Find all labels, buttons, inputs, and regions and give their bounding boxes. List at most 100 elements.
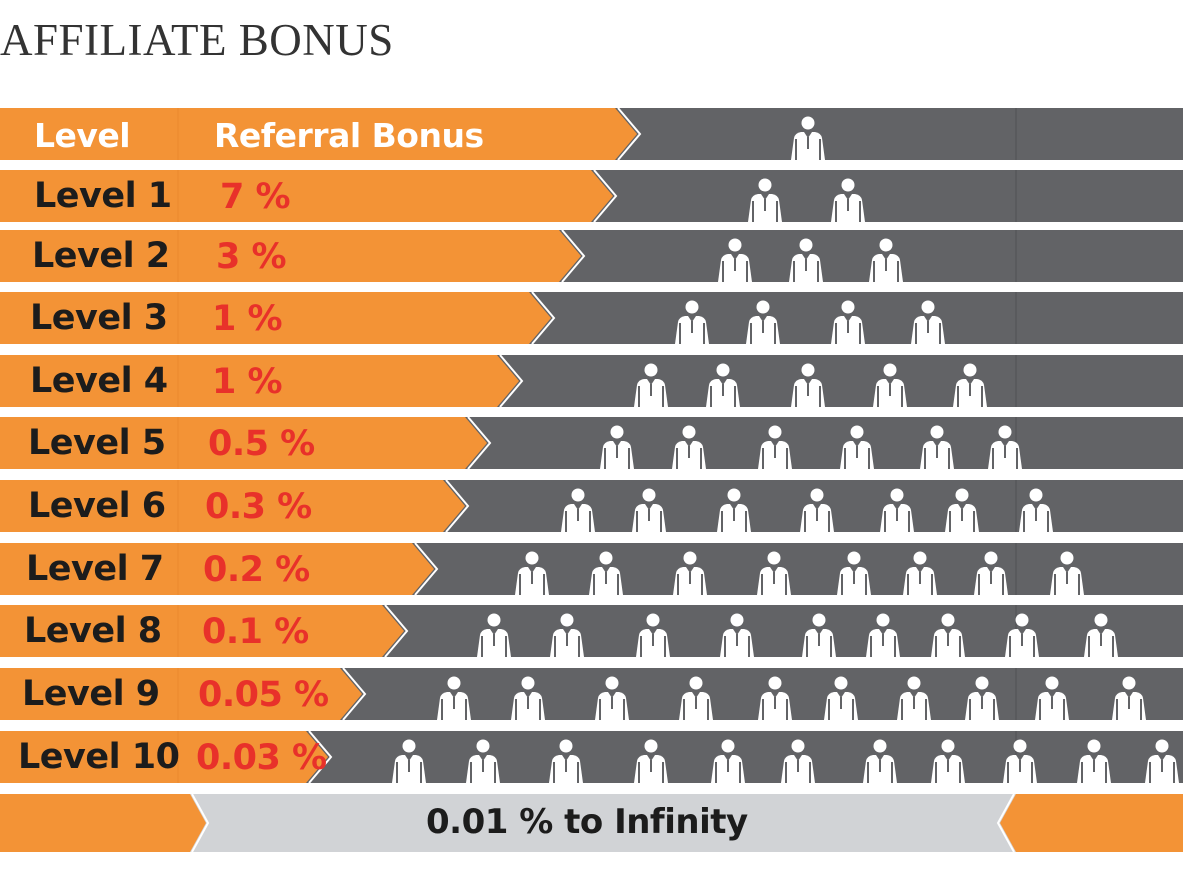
referral-bonus-value: 0.5 % [208,424,315,464]
person-icon [679,676,713,720]
row-background [0,108,1183,161]
row-background [0,230,1183,283]
person-icon [675,300,709,344]
person-icon [600,425,634,469]
person-icon [866,613,900,657]
person-icon [800,488,834,532]
person-icon [746,300,780,344]
level-label: Level 6 [28,486,166,526]
referral-bonus-value: 3 % [216,237,287,277]
level-label: Level 1 [34,176,172,216]
level-label: Level 9 [22,674,160,714]
person-icon [1050,551,1084,595]
person-icon [945,488,979,532]
row-background [0,170,1183,223]
person-icon [789,238,823,282]
person-icon [869,238,903,282]
row-background [0,417,1183,470]
person-icon [466,739,500,783]
referral-bonus-value: 0.03 % [196,738,327,778]
person-icon [863,739,897,783]
person-icon [672,425,706,469]
referral-bonus-value: 1 % [212,362,283,402]
referral-bonus-value: 0.2 % [203,550,310,590]
person-icon [549,739,583,783]
person-icon [974,551,1008,595]
page-title: AFFILIATE BONUS [0,15,394,65]
row-background [0,731,1183,784]
person-icon [903,551,937,595]
table-row: Level 5 0.5 % [0,417,1183,474]
person-icon [1112,676,1146,720]
person-icon [965,676,999,720]
row-background [0,355,1183,408]
person-icon [1035,676,1069,720]
header-level-label: Level [34,116,131,155]
table-header-row: Level Referral Bonus [0,108,1183,165]
person-icon [632,488,666,532]
person-icon [802,613,836,657]
footer-background [0,794,1183,852]
referral-bonus-value: 1 % [212,299,283,339]
person-icon [392,739,426,783]
level-label: Level 3 [30,298,168,338]
person-icon [595,676,629,720]
table-row: Level 2 3 % [0,230,1183,287]
level-label: Level 5 [28,423,166,463]
person-icon [831,178,865,222]
person-icon [931,739,965,783]
person-icon [1019,488,1053,532]
table-row: Level 10 0.03 % [0,731,1183,788]
row-background [0,605,1183,658]
table-row: Level 1 7 % [0,170,1183,227]
person-icon [837,551,871,595]
person-icon [511,676,545,720]
person-icon [748,178,782,222]
person-icon [873,363,907,407]
table-row: Level 8 0.1 % [0,605,1183,662]
person-icon [911,300,945,344]
table-row: Level 3 1 % [0,292,1183,349]
person-icon [757,551,791,595]
person-icon [1003,739,1037,783]
person-icon [1005,613,1039,657]
footer-infinity-label: 0.01 % to Infinity [426,802,748,842]
person-icon [718,238,752,282]
person-icon [781,739,815,783]
person-icon [831,300,865,344]
header-referral-bonus-label: Referral Bonus [214,116,484,155]
person-icon [477,613,511,657]
person-icon [824,676,858,720]
person-icon [791,116,825,160]
person-icon [1145,739,1179,783]
referral-bonus-value: 0.3 % [205,487,312,527]
level-label: Level 8 [24,611,162,651]
person-icon [636,613,670,657]
person-icon [561,488,595,532]
person-icon [988,425,1022,469]
referral-bonus-value: 0.1 % [202,612,309,652]
person-icon [589,551,623,595]
person-icon [758,425,792,469]
person-icon [1084,613,1118,657]
person-icon [634,363,668,407]
table-row: Level 6 0.3 % [0,480,1183,537]
person-icon [897,676,931,720]
person-icon [758,676,792,720]
person-icon [711,739,745,783]
person-icon [920,425,954,469]
person-icon [953,363,987,407]
person-icon [1077,739,1111,783]
person-icon [437,676,471,720]
level-label: Level 7 [26,549,164,589]
person-icon [717,488,751,532]
person-icon [720,613,754,657]
person-icon [931,613,965,657]
person-icon [840,425,874,469]
level-label: Level 4 [30,361,168,401]
table-row: Level 7 0.2 % [0,543,1183,600]
table-row: Level 4 1 % [0,355,1183,412]
level-label: Level 10 [18,737,180,777]
person-icon [706,363,740,407]
